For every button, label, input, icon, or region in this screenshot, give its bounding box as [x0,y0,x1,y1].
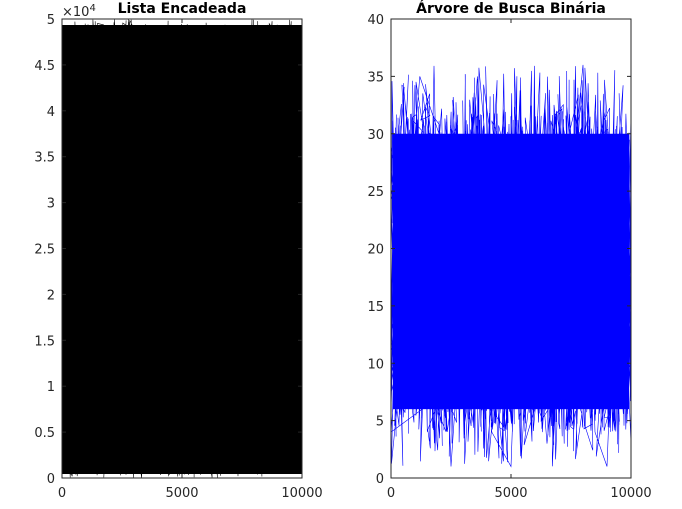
left-plot-lines [62,19,302,478]
y-tick-label: 3.5 [34,151,55,166]
left-axis-ticks: 0 5000 10000 0 0.5 1 1.5 2 2.5 3 3.5 4 4.5 5 [34,13,322,501]
y-tick-label: 0 [47,472,55,487]
y-tick-label: 10 [367,357,384,372]
y-tick-label: 4 [47,105,55,120]
left-y-exponent: ×104 [62,3,96,20]
y-tick-label: 20 [367,243,384,258]
y-tick-label: 15 [367,300,384,315]
y-tick-label: 2 [47,288,55,303]
y-tick-label: 40 [367,13,384,28]
y-tick-label: 5 [47,13,55,28]
y-tick-label: 4.5 [34,59,55,74]
x-tick-label: 0 [387,486,395,501]
right-chart-title: Árvore de Busca Binária [416,0,606,17]
series-line [62,19,302,478]
right-axis-ticks: 0 5000 10000 0 5 10 15 20 25 30 35 40 [367,13,651,501]
x-tick-label: 5000 [494,486,527,501]
y-tick-label: 2.5 [34,243,55,258]
x-tick-label: 0 [58,486,66,501]
x-tick-label: 5000 [165,486,198,501]
y-tick-label: 35 [367,70,384,85]
y-tick-label: 1 [47,380,55,395]
right-axes: 0 5000 10000 0 5 10 15 20 25 30 35 40 Árvore de Bus… [367,0,651,501]
y-tick-label: 5 [376,415,384,430]
y-tick-label: 3 [47,197,55,212]
x-tick-label: 10000 [610,486,651,501]
left-axes: 0 5000 10000 0 0.5 1 1.5 2 2.5 3 3.5 4 4.5 5 ×104 Lis… [34,1,322,501]
series-line [391,64,631,468]
right-plot-lines [391,64,631,468]
y-tick-label: 25 [367,185,384,200]
y-tick-label: 0 [376,472,384,487]
y-tick-label: 0.5 [34,426,55,441]
y-tick-label: 30 [367,128,384,143]
left-chart-title: Lista Encadeada [118,1,247,17]
y-tick-label: 1.5 [34,334,55,349]
x-tick-label: 10000 [281,486,322,501]
